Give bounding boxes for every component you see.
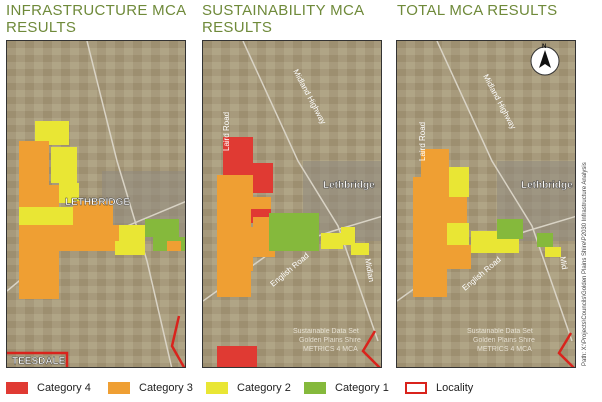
zone-cat3[interactable]: [167, 241, 181, 251]
watermark-line2: Golden Plains Shire: [473, 337, 535, 344]
road-label-laird: Laird Road: [222, 112, 231, 151]
road-label-midland2: Midlan: [363, 258, 376, 283]
zone-cat2[interactable]: [449, 167, 469, 197]
north-label: N: [542, 44, 546, 50]
legend-item-category1: Category 1: [304, 380, 389, 396]
path-note-container: Path: X:\Projects\Councils\Golden Plains…: [580, 40, 598, 368]
legend-item-locality: Locality: [405, 380, 473, 396]
legend-label: Category 2: [237, 382, 291, 394]
panel1-title-line2: RESULTS: [6, 19, 77, 36]
zone-cat1[interactable]: [497, 219, 523, 239]
zone-cat3[interactable]: [413, 249, 447, 275]
zone-cat1[interactable]: [145, 219, 179, 237]
zone-cat3[interactable]: [413, 177, 449, 207]
zone-cat3[interactable]: [413, 207, 447, 227]
zone-cat3[interactable]: [59, 225, 119, 251]
zone-cat3[interactable]: [217, 249, 253, 271]
town2-label: TEESDALE: [12, 356, 66, 367]
watermark-line1: Sustainable Data Set: [293, 328, 359, 335]
infrastructure-map[interactable]: LETHBRIDGE TEESDALE: [6, 40, 186, 368]
zone-cat2[interactable]: [447, 223, 469, 245]
zone-cat3[interactable]: [447, 245, 471, 269]
panel2-title: SUSTAINABILITY MCA RESULTS: [202, 2, 364, 36]
zone-cat4[interactable]: [217, 346, 257, 368]
panel1-title: INFRASTRUCTURE MCA RESULTS: [6, 2, 186, 36]
zone-cat2[interactable]: [19, 207, 75, 225]
zone-cat2[interactable]: [471, 231, 497, 253]
locality-boundary: [361, 330, 381, 367]
road-label-laird: Laird Road: [418, 122, 427, 161]
north-arrow-pointer: [539, 50, 551, 68]
zone-cat2[interactable]: [341, 227, 355, 245]
zone-cat3[interactable]: [217, 271, 251, 297]
zone-cat3[interactable]: [413, 275, 447, 297]
locality-boundary: [557, 332, 575, 367]
zone-cat3[interactable]: [19, 185, 59, 207]
panel2-title-line1: SUSTAINABILITY MCA: [202, 2, 365, 19]
zone-cat3[interactable]: [19, 225, 59, 269]
zone-cat4[interactable]: [223, 137, 253, 175]
zone-cat2[interactable]: [51, 147, 77, 183]
watermark-line1: Sustainable Data Set: [467, 328, 533, 335]
zone-cat3[interactable]: [19, 269, 59, 299]
zone-cat2[interactable]: [59, 183, 79, 203]
zone-cat3[interactable]: [217, 227, 253, 249]
road-label-midland2: Mid: [558, 256, 569, 270]
legend-swatch: [206, 382, 228, 394]
zone-cat2[interactable]: [497, 239, 519, 253]
zone-cat4[interactable]: [253, 163, 273, 193]
legend-label: Category 3: [139, 382, 193, 394]
sustainability-map[interactable]: Lethbridge Laird Road Midland Highway En…: [202, 40, 382, 368]
zone-cat3[interactable]: [217, 175, 253, 205]
zone-cat1[interactable]: [537, 233, 553, 247]
zone-cat2[interactable]: [321, 233, 343, 249]
road: [436, 41, 573, 342]
panel2-title-line2: RESULTS: [202, 19, 273, 36]
panel3-title: TOTAL MCA RESULTS: [397, 2, 557, 19]
town-label: LETHBRIDGE: [65, 197, 130, 208]
legend-label: Category 1: [335, 382, 389, 394]
road: [86, 41, 173, 367]
path-note: Path: X:\Projects\Councils\Golden Plains…: [582, 162, 588, 366]
zone-cat3[interactable]: [447, 197, 467, 223]
legend-swatch: [108, 382, 130, 394]
watermark-line2: Golden Plains Shire: [299, 337, 361, 344]
legend-swatch: [304, 382, 326, 394]
locality-boundary: [170, 315, 185, 367]
panel3-title-line1: TOTAL MCA RESULTS: [397, 2, 558, 19]
legend-item-category2: Category 2: [206, 380, 291, 396]
legend-item-category4: Category 4: [6, 380, 91, 396]
town-label: Lethbridge: [323, 180, 375, 191]
watermark-line3: METRICS 4 MCA: [477, 346, 532, 353]
zone-cat3[interactable]: [251, 197, 271, 211]
locality-boundary: [7, 351, 69, 367]
zone-cat3[interactable]: [217, 205, 251, 227]
zone-cat2[interactable]: [545, 247, 561, 257]
zone-cat2[interactable]: [115, 241, 145, 255]
zone-cat3[interactable]: [421, 149, 449, 177]
legend-label: Category 4: [37, 382, 91, 394]
watermark-line3: METRICS 4 MCA: [303, 346, 358, 353]
zone-cat3[interactable]: [73, 201, 113, 225]
zone-cat1[interactable]: [293, 227, 319, 249]
legend-swatch: [405, 382, 427, 394]
town-label: Lethbridge: [521, 180, 573, 191]
road: [242, 41, 379, 342]
zone-cat3[interactable]: [413, 227, 447, 249]
legend-item-category3: Category 3: [108, 380, 193, 396]
legend: Category 4 Category 3 Category 2 Categor…: [0, 378, 602, 398]
legend-swatch: [6, 382, 28, 394]
panel1-title-line1: INFRASTRUCTURE MCA: [6, 2, 187, 19]
zone-cat2[interactable]: [119, 225, 145, 241]
total-map[interactable]: N Lethbridge Laird Road Midland Highway …: [396, 40, 576, 368]
zone-cat2[interactable]: [351, 243, 369, 255]
zone-cat3[interactable]: [19, 141, 49, 185]
legend-label: Locality: [436, 382, 474, 394]
